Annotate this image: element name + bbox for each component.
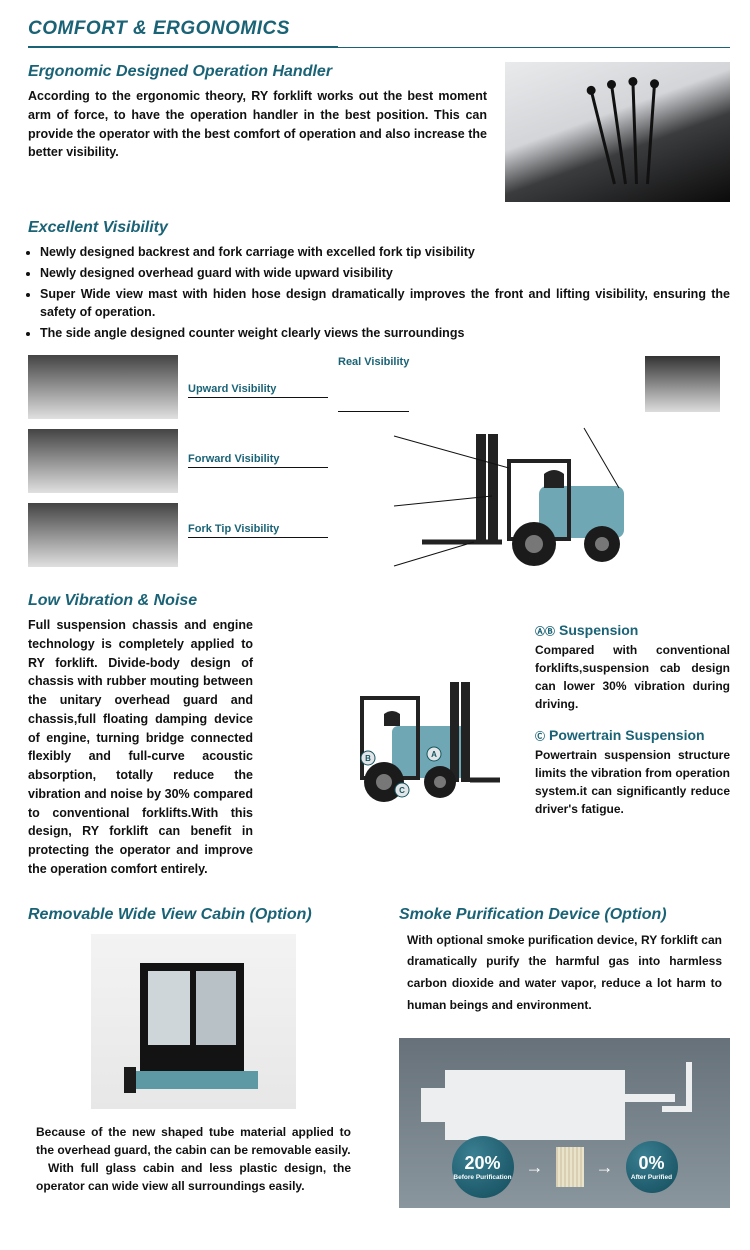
- real-visibility-label: Real Visibility: [338, 356, 409, 412]
- vibration-callouts: ⒶⒷ Suspension Compared with conventional …: [535, 616, 730, 879]
- before-pct: 20%: [464, 1153, 500, 1174]
- smoke-purification-diagram: 20% Before Purification → → 0% After Pur…: [399, 1038, 730, 1208]
- bottom-row: Removable Wide View Cabin (Option) Becau…: [28, 905, 730, 1209]
- ergonomic-body: According to the ergonomic theory, RY fo…: [28, 87, 487, 162]
- svg-text:B: B: [365, 754, 371, 763]
- smoke-section: Smoke Purification Device (Option) With …: [399, 905, 730, 1209]
- after-label: After Purified: [631, 1174, 672, 1181]
- suspension-title: ⒶⒷ Suspension: [535, 622, 730, 638]
- powertrain-body: Powertrain suspension structure limits t…: [535, 746, 730, 818]
- visibility-bullet: Super Wide view mast with hiden hose des…: [40, 285, 730, 323]
- ergonomic-text-block: Ergonomic Designed Operation Handler Acc…: [28, 62, 487, 202]
- page-title: COMFORT & ERGONOMICS: [28, 18, 338, 48]
- arrow-icon: →: [526, 1157, 544, 1178]
- vibration-title: Low Vibration & Noise: [28, 591, 730, 610]
- forward-view-thumb: [28, 429, 178, 493]
- forklift-side-illustration: [338, 416, 730, 576]
- ergonomic-section: Ergonomic Designed Operation Handler Acc…: [28, 62, 730, 202]
- smoke-title: Smoke Purification Device (Option): [399, 905, 730, 924]
- vibration-section: Full suspension chassis and engine techn…: [28, 616, 730, 879]
- forktip-view-thumb: [28, 503, 178, 567]
- visibility-title: Excellent Visibility: [28, 218, 730, 237]
- visibility-bullet: The side angle designed counter weight c…: [40, 324, 730, 343]
- arrow-icon: →: [596, 1157, 614, 1178]
- forktip-visibility-label: Fork Tip Visibility: [188, 523, 328, 538]
- cabin-image: [91, 934, 296, 1109]
- visibility-diagram: Upward Visibility Forward Visibility For…: [28, 355, 730, 567]
- upward-view-thumb: [28, 355, 178, 419]
- visibility-section: Excellent Visibility Newly designed back…: [28, 218, 730, 567]
- cabin-title: Removable Wide View Cabin (Option): [28, 905, 359, 924]
- visibility-thumbnails: [28, 355, 178, 567]
- vibration-body-block: Full suspension chassis and engine techn…: [28, 616, 253, 879]
- suspension-marker: ⒶⒷ: [535, 623, 555, 638]
- purifier-body-shape: [445, 1070, 625, 1140]
- svg-text:A: A: [431, 750, 437, 759]
- cabin-body-1: Because of the new shaped tube material …: [28, 1123, 359, 1159]
- page-title-wrap: COMFORT & ERGONOMICS: [28, 18, 730, 48]
- visibility-bullet: Newly designed backrest and fork carriag…: [40, 243, 730, 262]
- after-purification-badge: 0% After Purified: [626, 1141, 678, 1193]
- before-label: Before Purification: [453, 1174, 511, 1181]
- visibility-main-figure: Real Visibility: [338, 356, 730, 566]
- rear-view-thumb: [645, 356, 720, 412]
- svg-text:C: C: [399, 786, 405, 795]
- powertrain-marker: Ⓒ: [535, 728, 545, 743]
- vibration-body: Full suspension chassis and engine techn…: [28, 616, 253, 879]
- suspension-body: Compared with conventional forklifts,sus…: [535, 641, 730, 713]
- before-purification-badge: 20% Before Purification: [452, 1136, 514, 1198]
- smoke-body: With optional smoke purification device,…: [399, 930, 730, 1016]
- purifier-pipe: [662, 1062, 692, 1112]
- visibility-bullets: Newly designed backrest and fork carriag…: [28, 243, 730, 343]
- filter-icon: [556, 1147, 584, 1187]
- operation-handler-image: [505, 62, 730, 202]
- suspension-title-text: Suspension: [559, 622, 638, 638]
- powertrain-title: Ⓒ Powertrain Suspension: [535, 727, 730, 743]
- ergonomic-title: Ergonomic Designed Operation Handler: [28, 62, 487, 81]
- forward-visibility-label: Forward Visibility: [188, 453, 328, 468]
- after-pct: 0%: [638, 1153, 664, 1174]
- upward-visibility-label: Upward Visibility: [188, 383, 328, 398]
- visibility-label-column: Upward Visibility Forward Visibility For…: [188, 356, 328, 566]
- vibration-diagram: A B C: [267, 616, 521, 879]
- cabin-section: Removable Wide View Cabin (Option) Becau…: [28, 905, 359, 1209]
- powertrain-title-text: Powertrain Suspension: [549, 727, 705, 743]
- visibility-bullet: Newly designed overhead guard with wide …: [40, 264, 730, 283]
- purification-badges: 20% Before Purification → → 0% After Pur…: [399, 1136, 730, 1198]
- cabin-body-2: With full glass cabin and less plastic d…: [28, 1159, 359, 1195]
